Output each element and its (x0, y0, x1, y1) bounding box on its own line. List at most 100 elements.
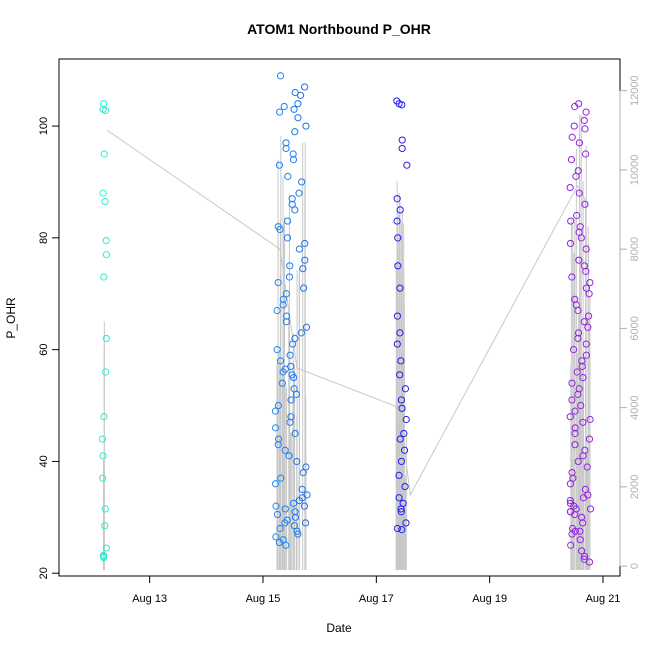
data-point (282, 318, 291, 326)
data-point (287, 362, 295, 371)
data-point (577, 401, 585, 410)
data-point (398, 144, 406, 153)
data-point (398, 526, 406, 534)
data-point (287, 413, 295, 421)
data-point (400, 446, 409, 454)
data-point (586, 415, 594, 424)
data-point (282, 290, 290, 298)
data-point (291, 508, 299, 516)
data-point (393, 524, 401, 533)
data-point (99, 452, 107, 460)
data-point (578, 362, 586, 371)
data-point (101, 197, 109, 206)
plot-frame (58, 58, 621, 577)
data-point (568, 530, 576, 538)
data-point (293, 527, 301, 535)
data-point (273, 306, 281, 315)
data-point (581, 125, 589, 133)
data-point (301, 519, 310, 527)
data-point (574, 334, 582, 343)
data-point (573, 211, 581, 220)
data-point (101, 106, 109, 115)
data-point (102, 237, 110, 245)
data-point (402, 415, 410, 424)
data-point (295, 245, 303, 253)
data-point (291, 128, 299, 136)
data-point (302, 463, 310, 471)
data-point (281, 446, 289, 454)
right-tick-label: 0 (629, 563, 641, 569)
data-point (100, 100, 108, 108)
y-tick-label: 60 (38, 344, 50, 356)
data-point (281, 505, 289, 513)
data-point (568, 469, 576, 477)
data-point (279, 368, 287, 376)
data-point (271, 424, 280, 432)
cumulative-line-layer (102, 114, 591, 571)
data-point (574, 457, 582, 466)
data-point (574, 329, 583, 337)
data-point (102, 334, 110, 343)
data-point (397, 357, 405, 365)
data-point (576, 536, 584, 544)
right-tick-label: 2000 (629, 475, 641, 499)
x-axis-label: Date (326, 621, 352, 635)
data-point (274, 401, 283, 410)
data-point (100, 150, 108, 158)
data-point (280, 102, 288, 111)
data-point (274, 441, 282, 449)
data-point (401, 385, 410, 393)
data-point (300, 502, 309, 510)
data-point (276, 524, 284, 533)
data-point (580, 116, 588, 125)
data-point (301, 239, 309, 248)
data-point (573, 368, 581, 376)
data-point (400, 429, 408, 438)
data-point (273, 510, 282, 519)
data-point (102, 251, 110, 259)
data-point (291, 206, 299, 214)
data-point (282, 139, 290, 147)
data-point (100, 553, 108, 562)
data-point (276, 225, 284, 234)
data-point (289, 373, 298, 382)
x-tick-label: Aug 19 (472, 593, 507, 605)
data-point (567, 541, 575, 549)
data-point (291, 513, 300, 521)
data-point (285, 273, 294, 281)
data-point (585, 290, 593, 298)
data-point (394, 262, 402, 270)
data-point (277, 474, 285, 482)
data-point (575, 189, 583, 197)
data-point (582, 284, 591, 292)
data-point (568, 273, 576, 281)
data-point (286, 418, 294, 426)
data-point (575, 139, 583, 147)
data-point (275, 435, 283, 443)
data-point (566, 496, 574, 505)
data-point (578, 547, 586, 555)
data-point (274, 278, 282, 287)
data-point (581, 150, 590, 158)
data-point (291, 88, 299, 97)
data-point (571, 510, 579, 519)
data-point (586, 278, 594, 287)
data-point (288, 200, 296, 208)
data-point (294, 100, 302, 108)
data-point (100, 413, 108, 421)
data-point (283, 234, 292, 242)
data-point (282, 144, 290, 153)
data-point (585, 558, 594, 566)
data-point (300, 284, 308, 292)
data-point (578, 519, 587, 527)
data-point (288, 195, 296, 203)
data-point (298, 485, 306, 493)
data-point (568, 133, 576, 141)
data-point (286, 351, 294, 359)
data-point (575, 256, 583, 264)
data-point (281, 519, 289, 527)
data-point (282, 541, 290, 549)
data-point (276, 108, 284, 116)
data-point (299, 469, 307, 477)
data-point (572, 172, 580, 180)
